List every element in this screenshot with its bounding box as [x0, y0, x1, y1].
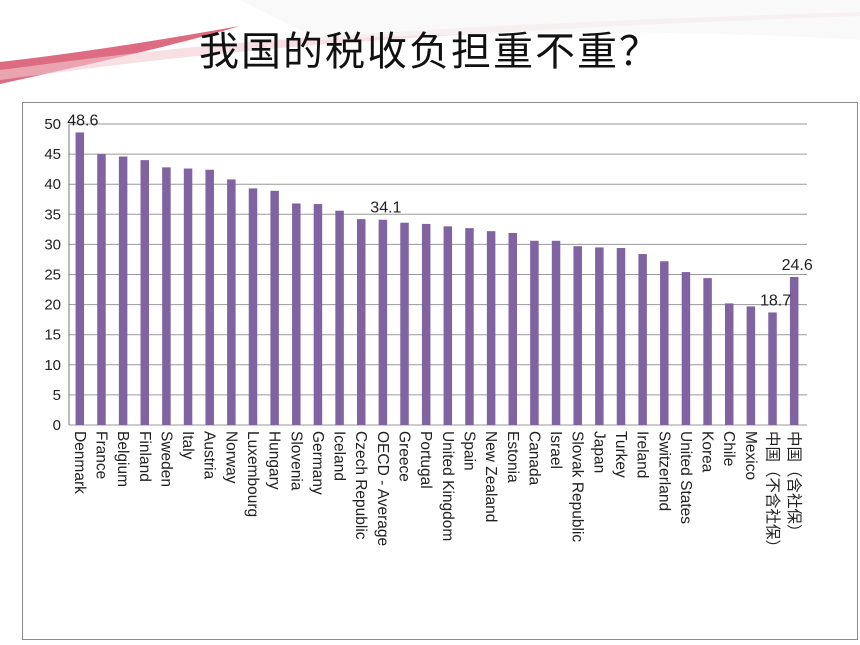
x-tick-label: 中国（不含社保）	[764, 431, 782, 555]
x-tick-label: Finland	[136, 431, 153, 482]
data-label: 18.7	[760, 292, 791, 309]
y-tick-label: 20	[44, 297, 61, 314]
bar-norway	[227, 179, 236, 425]
x-tick-label: New Zealand	[482, 431, 499, 522]
x-tick-label: Germany	[309, 431, 326, 495]
data-label: 34.1	[370, 200, 401, 217]
bar-canada	[530, 240, 539, 425]
x-tick-label: Ireland	[634, 431, 651, 478]
x-tick-label: Norway	[222, 431, 239, 484]
bar-	[789, 276, 799, 425]
bar-switzerland	[660, 261, 669, 425]
bar-turkey	[616, 248, 626, 425]
x-tick-label: Hungary	[266, 431, 283, 490]
bar-mexico	[746, 306, 756, 425]
bar-new-zealand	[486, 231, 496, 425]
x-tick-label: France	[92, 431, 109, 479]
y-tick-label: 5	[53, 387, 61, 404]
x-tick-label: Chile	[720, 431, 737, 466]
bar-italy	[183, 168, 193, 425]
y-tick-label: 0	[53, 417, 61, 434]
bar-luxembourg	[248, 188, 258, 425]
data-label: 24.6	[782, 257, 813, 274]
x-tick-label: Czech Republic	[352, 431, 369, 540]
bar-korea	[703, 278, 712, 425]
y-tick-label: 10	[44, 357, 61, 374]
x-tick-label: United States	[677, 431, 694, 524]
bar-chile	[724, 303, 734, 425]
y-tick-label: 45	[44, 146, 61, 163]
chart-frame: 0 5 10 15 20 25 30 35 40 45 50 48.6 34.1 18.7 24.6 Denm…	[22, 102, 858, 640]
x-tick-label: Greece	[396, 431, 413, 482]
bar-greece	[400, 222, 409, 425]
y-tick-label: 50	[44, 116, 61, 133]
x-tick-label: OECD - Average	[374, 431, 391, 546]
bar-spain	[465, 228, 474, 425]
x-tick-label: 中国（含社保）	[785, 431, 803, 540]
slide-title: 我国的税收负担重不重？	[199, 29, 661, 75]
bar-united-kingdom	[443, 226, 453, 425]
x-tick-label: Mexico	[742, 431, 759, 480]
bar-belgium	[118, 156, 128, 425]
x-tick-label: Sweden	[157, 431, 174, 487]
x-tick-label: Austria	[201, 431, 218, 480]
bar-united-states	[681, 272, 691, 425]
y-tick-label: 40	[44, 176, 61, 193]
bar-hungary	[270, 190, 279, 425]
bar-iceland	[335, 210, 344, 425]
header-band	[240, 0, 860, 40]
x-tick-label: Korea	[699, 431, 716, 473]
x-tick-label: Luxembourg	[244, 431, 261, 517]
bar-portugal	[421, 223, 431, 425]
x-tick-label: Portugal	[417, 431, 434, 489]
x-tick-label: Italy	[179, 431, 196, 460]
bar-israel	[551, 240, 561, 425]
y-tick-label: 25	[44, 267, 61, 284]
x-tick-label: Estonia	[504, 431, 521, 483]
x-tick-label: Spain	[460, 431, 477, 471]
bar-ireland	[638, 254, 647, 425]
x-tick-label: Belgium	[114, 431, 131, 487]
x-tick-label: Slovak Republic	[569, 431, 586, 542]
bar-japan	[595, 247, 604, 425]
x-tick-label: Israel	[547, 431, 564, 469]
bar-slovak-republic	[573, 246, 582, 425]
x-tick-label: Denmark	[71, 431, 88, 494]
bar-slovenia	[292, 203, 301, 425]
bar-estonia	[508, 232, 518, 425]
x-tick-label: Turkey	[612, 431, 629, 478]
header-ribbon-decoration	[0, 0, 860, 84]
bar-austria	[205, 169, 214, 425]
bar-czech-republic	[356, 219, 366, 425]
bar-denmark	[75, 132, 85, 426]
bar-	[768, 312, 777, 425]
y-tick-label: 35	[44, 206, 61, 223]
x-tick-label: Canada	[525, 431, 542, 486]
tax-burden-bar-chart: 0 5 10 15 20 25 30 35 40 45 50 48.6 34.1 18.7 24.6 Denm…	[44, 112, 813, 555]
bar-france	[97, 154, 106, 425]
x-tick-label: Slovenia	[287, 431, 304, 491]
bar-germany	[313, 204, 323, 425]
x-tick-label: Iceland	[331, 431, 348, 481]
bar-finland	[140, 160, 150, 425]
x-tick-label: United Kingdom	[439, 431, 456, 541]
data-label: 48.6	[67, 112, 98, 129]
bar-sweden	[162, 167, 171, 425]
x-tick-label: Japan	[590, 431, 607, 473]
bar-oecd-average	[378, 219, 388, 425]
y-tick-label: 15	[44, 327, 61, 344]
x-tick-label: Switzerland	[655, 431, 672, 511]
y-tick-label: 30	[44, 236, 61, 253]
